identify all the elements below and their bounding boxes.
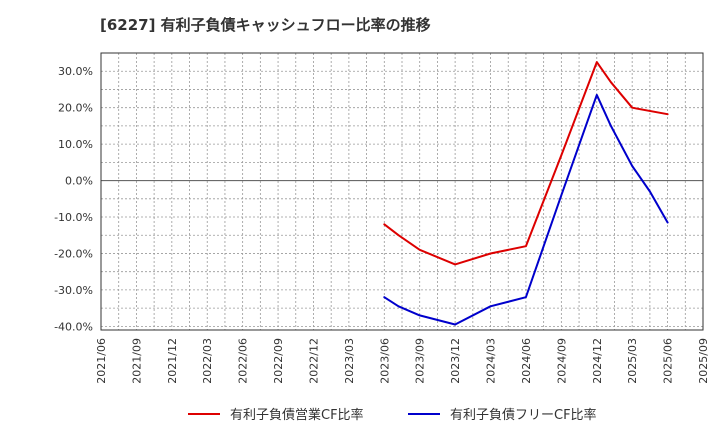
x-tick-label: 2024/12	[591, 338, 604, 384]
x-tick-label: 2022/06	[237, 338, 250, 384]
y-tick-label: -20.0%	[54, 247, 93, 260]
axes: 30.0% 20.0% 10.0% 0.0% -10.0% -20.0% -30.0% -40…	[54, 65, 710, 383]
x-tick-label: 2025/09	[697, 338, 710, 384]
x-tick-label: 2022/03	[201, 338, 214, 384]
y-tick-label: 0.0%	[65, 175, 93, 188]
y-tick-label: 10.0%	[58, 138, 93, 151]
series	[383, 61, 669, 326]
x-tick-label: 2021/09	[130, 338, 143, 384]
x-tick-label: 2024/06	[520, 338, 533, 384]
legend-label-1: 有利子負債営業CF比率	[230, 407, 364, 423]
x-tick-label: 2023/06	[378, 338, 391, 384]
x-tick-label: 2024/03	[485, 338, 498, 384]
legend: 有利子負債営業CF比率 有利子負債フリーCF比率	[188, 407, 597, 423]
x-tick-label: 2023/03	[343, 338, 356, 384]
series-line-1	[383, 61, 669, 266]
series-line-2	[383, 93, 669, 326]
chart-title: [6227] 有利子負債キャッシュフロー比率の推移	[100, 16, 431, 34]
plot-border	[100, 52, 704, 331]
x-tick-label: 2022/12	[307, 338, 320, 384]
y-tick-label: -30.0%	[54, 284, 93, 297]
x-tick-label: 2025/03	[626, 338, 639, 384]
x-tick-label: 2021/12	[166, 338, 179, 384]
x-tick-label: 2022/09	[272, 338, 285, 384]
plot-area	[101, 53, 703, 330]
y-tick-label: 20.0%	[58, 102, 93, 115]
x-tick-label: 2023/09	[414, 338, 427, 384]
x-tick-label: 2024/09	[555, 338, 568, 384]
y-tick-label: -40.0%	[54, 320, 93, 333]
legend-label-2: 有利子負債フリーCF比率	[450, 407, 597, 423]
y-tick-label: 30.0%	[58, 65, 93, 78]
x-tick-label: 2025/06	[662, 338, 675, 384]
x-tick-label: 2023/12	[449, 338, 462, 384]
y-tick-label: -10.0%	[54, 211, 93, 224]
x-tick-label: 2021/06	[95, 338, 108, 384]
